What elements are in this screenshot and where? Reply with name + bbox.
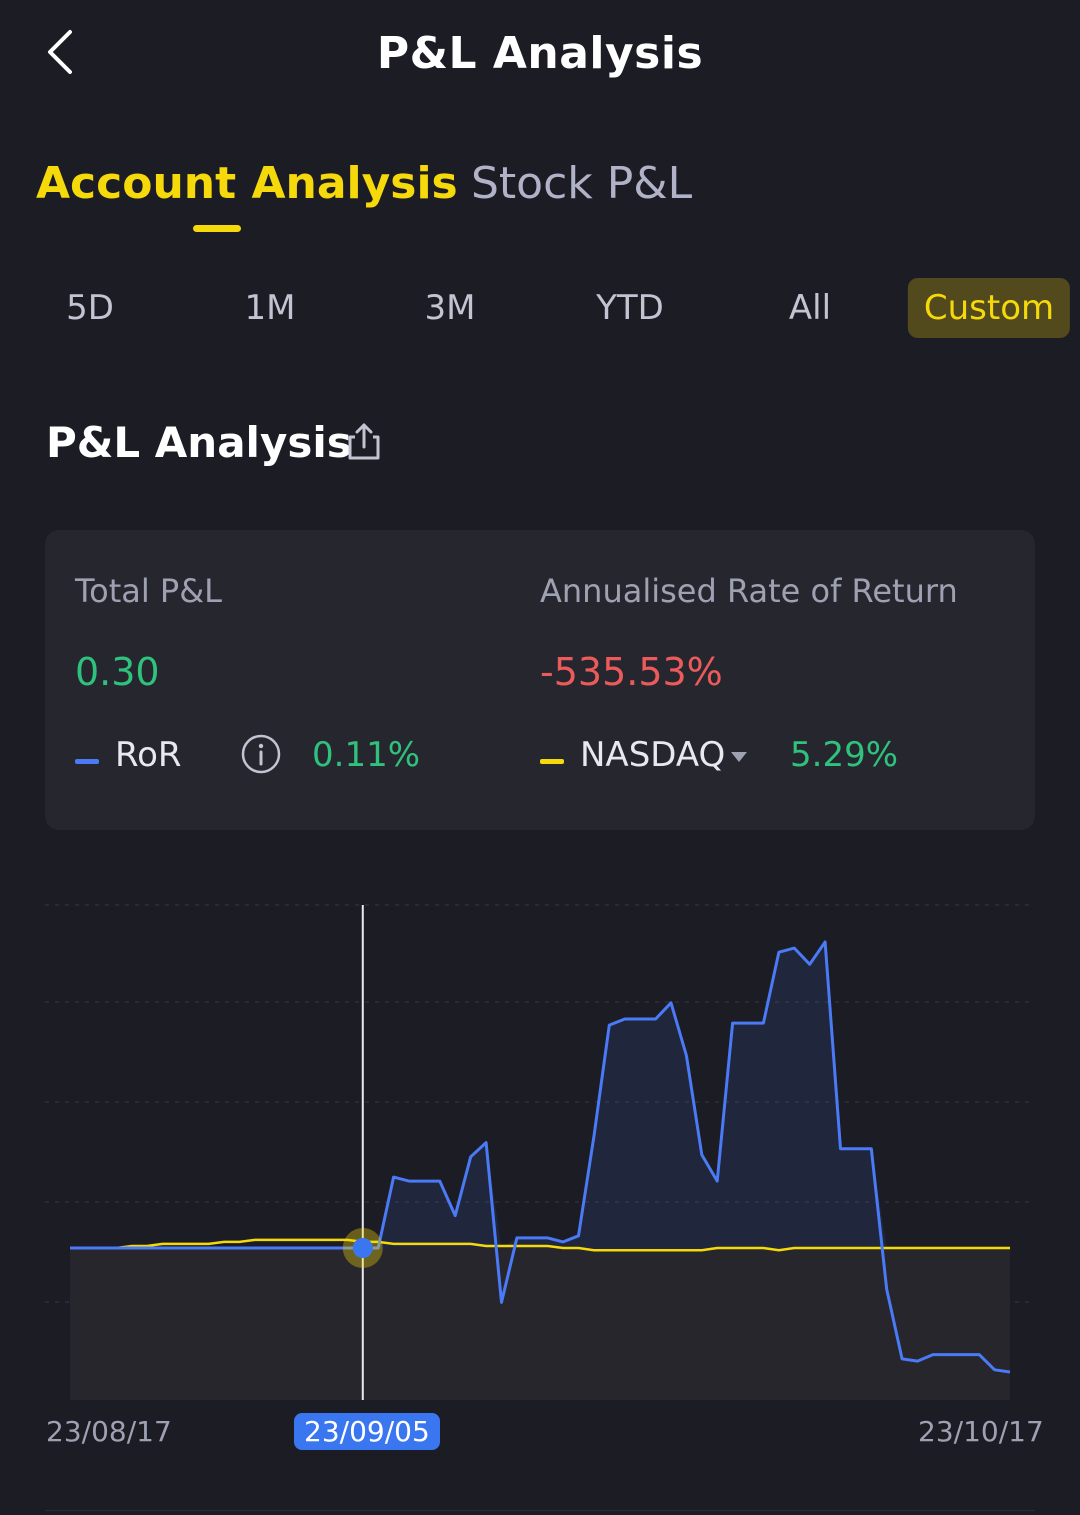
info-icon[interactable] xyxy=(240,733,282,775)
annualised-return-value: -535.53% xyxy=(540,650,723,694)
section-header: P&L Analysis xyxy=(46,418,380,478)
back-button[interactable] xyxy=(30,22,90,82)
benchmark-name[interactable]: NASDAQ xyxy=(580,735,726,775)
summary-card: Total P&L Annualised Rate of Return 0.30… xyxy=(45,530,1035,830)
chart-canvas xyxy=(45,904,1035,1400)
tab-stock-pl[interactable]: Stock P&L xyxy=(471,158,693,209)
period-all[interactable]: All xyxy=(788,288,832,328)
ror-name: RoR xyxy=(115,735,182,775)
caret-down-icon[interactable] xyxy=(730,749,748,763)
tab-account-analysis[interactable]: Account Analysis xyxy=(36,158,458,209)
period-selector: 5D 1M 3M YTD All Custom xyxy=(0,278,1080,340)
x-axis-selected-label: 23/09/05 xyxy=(294,1413,440,1450)
section-title: P&L Analysis xyxy=(46,418,352,467)
nasdaq-line xyxy=(70,1238,1010,1252)
benchmark-swatch xyxy=(540,759,564,764)
share-icon[interactable] xyxy=(344,420,384,464)
benchmark-value: 5.29% xyxy=(790,735,899,775)
chevron-left-icon xyxy=(48,30,72,74)
total-pl-label: Total P&L xyxy=(75,572,222,610)
pl-chart[interactable]: 23/08/17 23/09/05 23/10/17 xyxy=(0,880,1080,1480)
selected-point xyxy=(352,1238,373,1258)
page-title: P&L Analysis xyxy=(376,28,704,79)
ror-legend: RoR 0.11% xyxy=(75,733,475,785)
ror-line xyxy=(70,940,1011,1374)
period-custom[interactable]: Custom xyxy=(907,278,1071,338)
period-5d[interactable]: 5D xyxy=(66,288,114,328)
ror-value: 0.11% xyxy=(312,735,421,775)
header-bar: P&L Analysis xyxy=(0,0,1080,110)
period-ytd[interactable]: YTD xyxy=(596,288,664,328)
x-axis-end-label: 23/10/17 xyxy=(918,1415,1044,1448)
ror-swatch xyxy=(75,759,99,764)
annualised-return-label: Annualised Rate of Return xyxy=(540,572,958,610)
total-pl-value: 0.30 xyxy=(75,650,160,694)
negative-area xyxy=(70,1248,1010,1400)
period-3m[interactable]: 3M xyxy=(424,288,476,328)
x-axis-start-label: 23/08/17 xyxy=(46,1415,172,1448)
period-1m[interactable]: 1M xyxy=(244,288,296,328)
bottom-divider xyxy=(45,1510,1035,1511)
active-tab-indicator xyxy=(193,225,241,232)
ror-area xyxy=(70,942,1010,1248)
benchmark-legend: NASDAQ 5.29% xyxy=(540,735,990,785)
